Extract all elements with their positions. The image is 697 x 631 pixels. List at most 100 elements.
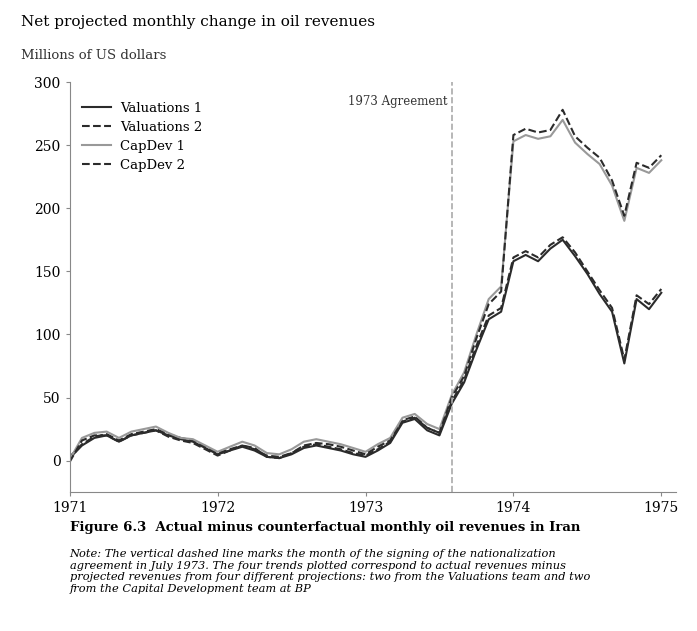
CapDev 2 bbox=[595, 154, 604, 162]
CapDev 2 bbox=[164, 433, 173, 440]
CapDev 1 bbox=[263, 449, 271, 457]
CapDev 1 bbox=[583, 150, 592, 158]
Valuations 1 bbox=[312, 442, 321, 449]
Valuations 1 bbox=[645, 305, 653, 313]
Valuations 1 bbox=[90, 434, 98, 442]
Valuations 1 bbox=[423, 427, 431, 434]
Valuations 2 bbox=[324, 443, 332, 451]
Valuations 2 bbox=[238, 442, 247, 449]
CapDev 1 bbox=[484, 295, 493, 303]
CapDev 1 bbox=[213, 448, 222, 456]
CapDev 1 bbox=[78, 434, 86, 442]
CapDev 1 bbox=[275, 451, 284, 458]
CapDev 2 bbox=[324, 440, 332, 448]
Valuations 2 bbox=[66, 453, 74, 461]
Valuations 2 bbox=[250, 445, 259, 453]
Valuations 2 bbox=[521, 247, 530, 255]
Line: Valuations 2: Valuations 2 bbox=[70, 237, 661, 457]
CapDev 1 bbox=[645, 169, 653, 177]
CapDev 1 bbox=[164, 429, 173, 437]
CapDev 1 bbox=[66, 456, 74, 463]
CapDev 2 bbox=[521, 125, 530, 133]
Valuations 1 bbox=[608, 308, 616, 316]
CapDev 2 bbox=[374, 443, 382, 451]
CapDev 1 bbox=[250, 442, 259, 449]
Valuations 1 bbox=[152, 427, 160, 434]
Valuations 1 bbox=[620, 360, 629, 367]
CapDev 1 bbox=[546, 133, 555, 140]
Text: 1973 Agreement: 1973 Agreement bbox=[348, 95, 447, 108]
Valuations 2 bbox=[139, 428, 148, 435]
CapDev 1 bbox=[300, 438, 308, 445]
Valuations 2 bbox=[337, 445, 345, 453]
CapDev 2 bbox=[127, 432, 135, 439]
Valuations 1 bbox=[398, 419, 406, 427]
CapDev 2 bbox=[102, 432, 111, 439]
CapDev 2 bbox=[139, 429, 148, 437]
Valuations 2 bbox=[583, 268, 592, 275]
CapDev 1 bbox=[349, 444, 358, 452]
Valuations 1 bbox=[595, 290, 604, 298]
Valuations 1 bbox=[115, 438, 123, 445]
Valuations 2 bbox=[275, 453, 284, 461]
Valuations 2 bbox=[484, 312, 493, 319]
Valuations 2 bbox=[152, 425, 160, 433]
Valuations 1 bbox=[510, 257, 518, 265]
Valuations 1 bbox=[127, 432, 135, 439]
Valuations 1 bbox=[374, 447, 382, 454]
CapDev 2 bbox=[386, 437, 395, 444]
Valuations 1 bbox=[632, 295, 641, 303]
CapDev 2 bbox=[571, 133, 579, 140]
Valuations 2 bbox=[497, 304, 505, 312]
Valuations 1 bbox=[411, 415, 419, 423]
Valuations 2 bbox=[176, 434, 185, 442]
Line: CapDev 2: CapDev 2 bbox=[70, 110, 661, 462]
Valuations 2 bbox=[300, 443, 308, 451]
Valuations 1 bbox=[447, 400, 456, 408]
Valuations 2 bbox=[608, 304, 616, 312]
Valuations 1 bbox=[534, 257, 542, 265]
Valuations 2 bbox=[423, 424, 431, 432]
Text: Note: The vertical dashed line marks the month of the signing of the nationaliza: Note: The vertical dashed line marks the… bbox=[70, 549, 590, 594]
CapDev 2 bbox=[435, 429, 443, 437]
CapDev 2 bbox=[300, 442, 308, 449]
Text: Net projected monthly change in oil revenues: Net projected monthly change in oil reve… bbox=[21, 15, 375, 28]
Valuations 2 bbox=[657, 285, 666, 293]
Valuations 2 bbox=[226, 445, 234, 453]
CapDev 2 bbox=[534, 129, 542, 136]
CapDev 1 bbox=[447, 391, 456, 399]
CapDev 2 bbox=[226, 447, 234, 454]
Valuations 2 bbox=[595, 286, 604, 294]
CapDev 1 bbox=[115, 434, 123, 442]
Valuations 1 bbox=[102, 432, 111, 439]
Valuations 1 bbox=[546, 245, 555, 252]
CapDev 2 bbox=[558, 106, 567, 114]
CapDev 2 bbox=[411, 414, 419, 422]
Valuations 1 bbox=[213, 451, 222, 458]
Valuations 1 bbox=[386, 439, 395, 447]
CapDev 2 bbox=[632, 159, 641, 167]
CapDev 2 bbox=[263, 453, 271, 461]
Valuations 1 bbox=[66, 454, 74, 462]
CapDev 2 bbox=[337, 443, 345, 451]
CapDev 2 bbox=[189, 439, 197, 447]
Valuations 1 bbox=[583, 270, 592, 278]
CapDev 2 bbox=[497, 288, 505, 295]
CapDev 1 bbox=[176, 434, 185, 442]
CapDev 2 bbox=[583, 144, 592, 151]
Valuations 1 bbox=[201, 444, 210, 452]
Text: Figure 6.3  Actual minus counterfactual monthly oil revenues in Iran: Figure 6.3 Actual minus counterfactual m… bbox=[70, 521, 580, 534]
CapDev 1 bbox=[632, 164, 641, 172]
Valuations 1 bbox=[164, 432, 173, 439]
Valuations 2 bbox=[645, 300, 653, 308]
CapDev 2 bbox=[287, 449, 296, 457]
CapDev 2 bbox=[349, 447, 358, 454]
Valuations 1 bbox=[521, 251, 530, 259]
CapDev 1 bbox=[201, 442, 210, 449]
CapDev 1 bbox=[620, 217, 629, 225]
CapDev 1 bbox=[90, 429, 98, 437]
CapDev 2 bbox=[398, 418, 406, 425]
Valuations 2 bbox=[287, 449, 296, 457]
CapDev 2 bbox=[361, 451, 369, 458]
CapDev 2 bbox=[201, 445, 210, 453]
